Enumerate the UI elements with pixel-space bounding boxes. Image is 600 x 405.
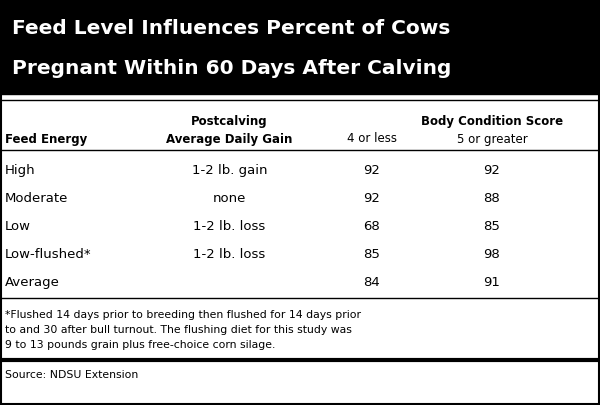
Text: 1-2 lb. loss: 1-2 lb. loss: [193, 248, 266, 261]
Text: Source: NDSU Extension: Source: NDSU Extension: [5, 369, 138, 379]
Text: 1-2 lb. loss: 1-2 lb. loss: [193, 220, 266, 233]
Text: Average: Average: [5, 276, 59, 289]
Text: 98: 98: [484, 248, 500, 261]
Text: Body Condition Score: Body Condition Score: [421, 114, 563, 127]
Text: 9 to 13 pounds grain plus free-choice corn silage.: 9 to 13 pounds grain plus free-choice co…: [5, 339, 275, 349]
Text: 85: 85: [364, 248, 380, 261]
Text: Low: Low: [5, 220, 31, 233]
Text: Average Daily Gain: Average Daily Gain: [166, 132, 293, 145]
Bar: [0, 0, 600, 95]
Text: 84: 84: [364, 276, 380, 289]
Text: 1-2 lb. gain: 1-2 lb. gain: [192, 164, 267, 177]
Text: 85: 85: [484, 220, 500, 233]
Text: 4 or less: 4 or less: [347, 132, 397, 145]
Text: 91: 91: [484, 276, 500, 289]
Text: 92: 92: [364, 192, 380, 205]
Text: 92: 92: [484, 164, 500, 177]
Text: 68: 68: [364, 220, 380, 233]
Text: Feed Level Influences Percent of Cows: Feed Level Influences Percent of Cows: [12, 19, 451, 37]
Text: Postcalving: Postcalving: [191, 114, 268, 127]
Text: Moderate: Moderate: [5, 192, 68, 205]
Text: Feed Energy: Feed Energy: [5, 132, 87, 145]
Text: 88: 88: [484, 192, 500, 205]
Text: *Flushed 14 days prior to breeding then flushed for 14 days prior: *Flushed 14 days prior to breeding then …: [5, 309, 361, 319]
Text: Pregnant Within 60 Days After Calving: Pregnant Within 60 Days After Calving: [12, 58, 451, 77]
Text: 5 or greater: 5 or greater: [457, 132, 527, 145]
Text: High: High: [5, 164, 35, 177]
Text: none: none: [213, 192, 246, 205]
Text: 92: 92: [364, 164, 380, 177]
Text: to and 30 after bull turnout. The flushing diet for this study was: to and 30 after bull turnout. The flushi…: [5, 324, 352, 334]
Text: Low-flushed*: Low-flushed*: [5, 248, 91, 261]
